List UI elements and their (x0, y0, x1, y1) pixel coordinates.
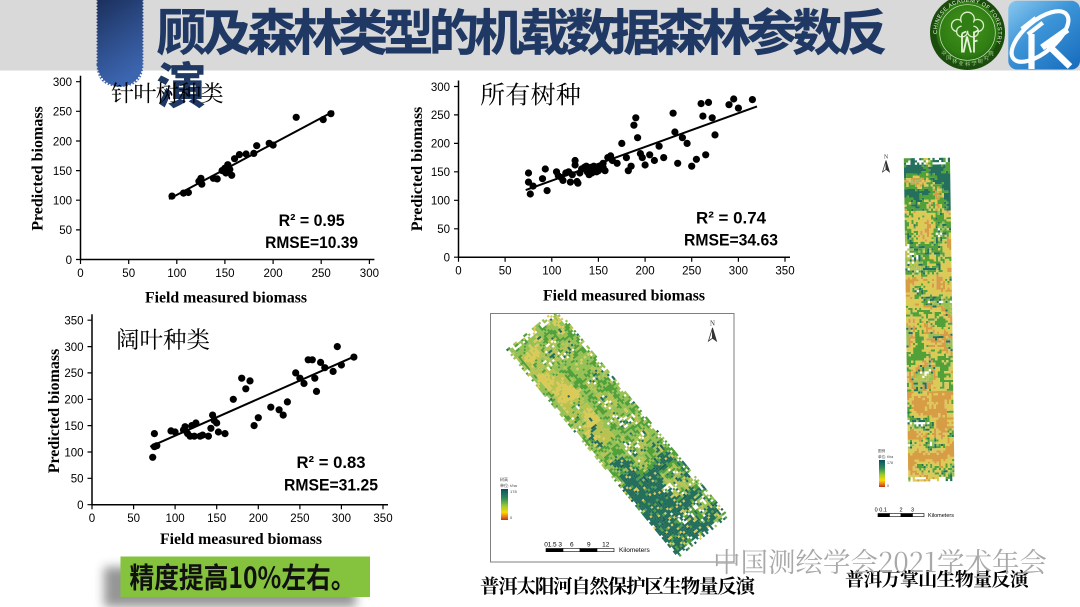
svg-text:300: 300 (332, 513, 351, 525)
svg-text:250: 250 (431, 110, 450, 122)
svg-text:250: 250 (682, 266, 701, 278)
svg-text:50: 50 (127, 513, 140, 525)
svg-text:50: 50 (59, 225, 72, 237)
svg-text:0: 0 (510, 515, 513, 520)
svg-text:200: 200 (64, 395, 83, 407)
svg-text:200: 200 (431, 139, 450, 151)
svg-text:Predicted biomass: Predicted biomass (46, 349, 63, 474)
svg-text:178: 178 (887, 461, 893, 465)
svg-text:350: 350 (373, 513, 392, 525)
svg-text:RMSE=10.39: RMSE=10.39 (265, 233, 358, 252)
svg-text:250: 250 (312, 268, 331, 280)
svg-text:150: 150 (207, 513, 226, 525)
svg-text:50: 50 (437, 224, 450, 236)
svg-text:350: 350 (775, 266, 794, 278)
svg-text:250: 250 (53, 107, 72, 119)
svg-text:300: 300 (729, 266, 748, 278)
svg-text:6: 6 (570, 542, 574, 549)
svg-text:Field measured biomass: Field measured biomass (543, 288, 705, 305)
svg-text:0: 0 (444, 253, 450, 265)
svg-text:100: 100 (431, 196, 450, 208)
svg-text:R² = 0.74: R² = 0.74 (696, 209, 767, 228)
svg-text:1.5 3: 1.5 3 (548, 542, 563, 549)
svg-text:0: 0 (455, 266, 461, 278)
svg-text:R² = 0.95: R² = 0.95 (279, 211, 345, 230)
svg-text:200: 200 (264, 268, 283, 280)
svg-text:R² = 0.83: R² = 0.83 (297, 453, 366, 472)
svg-text:150: 150 (431, 167, 450, 179)
svg-text:0: 0 (77, 268, 83, 280)
svg-text:100: 100 (64, 447, 83, 459)
svg-text:N: N (710, 321, 715, 328)
svg-text:单位: t/ha: 单位: t/ha (500, 482, 518, 488)
svg-text:0: 0 (89, 513, 95, 525)
svg-text:200: 200 (249, 513, 268, 525)
svg-text:150: 150 (64, 421, 83, 433)
svg-text:200: 200 (53, 136, 72, 148)
svg-text:树高: 树高 (500, 476, 508, 482)
svg-text:300: 300 (64, 342, 83, 354)
svg-text:RMSE=31.25: RMSE=31.25 (284, 476, 378, 495)
svg-text:Kilometers: Kilometers (619, 547, 650, 554)
svg-text:3: 3 (911, 508, 914, 514)
svg-text:Predicted biomass: Predicted biomass (30, 106, 47, 231)
svg-text:350: 350 (64, 316, 83, 328)
svg-text:0: 0 (887, 484, 889, 488)
svg-text:2: 2 (899, 508, 902, 514)
svg-text:9: 9 (587, 542, 591, 549)
svg-text:N: N (884, 155, 889, 161)
svg-text:0: 0 (77, 500, 83, 512)
svg-text:100: 100 (53, 196, 72, 208)
svg-text:0: 0 (66, 255, 72, 267)
svg-text:0: 0 (544, 542, 548, 549)
svg-text:150: 150 (589, 266, 608, 278)
svg-text:150: 150 (53, 166, 72, 178)
svg-text:Kilometers: Kilometers (928, 513, 954, 519)
svg-text:100: 100 (542, 266, 561, 278)
svg-text:300: 300 (53, 77, 72, 89)
svg-text:50: 50 (122, 268, 135, 280)
svg-text:50: 50 (499, 266, 512, 278)
svg-text:50: 50 (71, 474, 84, 486)
svg-text:Field measured biomass: Field measured biomass (145, 290, 307, 307)
svg-text:178: 178 (510, 489, 517, 494)
svg-text:100: 100 (166, 513, 185, 525)
svg-text:12: 12 (602, 542, 610, 549)
svg-text:300: 300 (431, 82, 450, 94)
svg-text:250: 250 (290, 513, 309, 525)
svg-text:200: 200 (636, 266, 655, 278)
svg-text:300: 300 (360, 268, 379, 280)
svg-text:0 0.1: 0 0.1 (875, 508, 887, 514)
svg-text:Field measured biomass: Field measured biomass (160, 531, 322, 548)
svg-text:图例: 图例 (878, 448, 886, 453)
svg-text:RMSE=34.63: RMSE=34.63 (684, 231, 778, 250)
svg-text:150: 150 (215, 268, 234, 280)
svg-text:250: 250 (64, 368, 83, 380)
svg-text:单位: t/ha: 单位: t/ha (878, 454, 893, 459)
svg-text:Predicted biomass: Predicted biomass (409, 107, 426, 232)
svg-text:100: 100 (167, 268, 186, 280)
